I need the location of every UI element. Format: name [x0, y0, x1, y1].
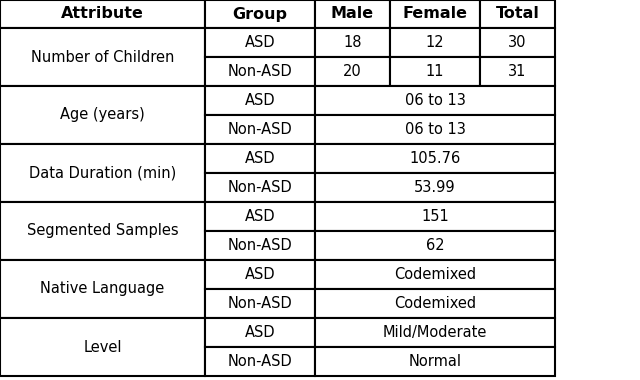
Bar — [205, 144, 315, 173]
Text: ASD: ASD — [244, 93, 275, 108]
Bar — [0, 318, 205, 376]
Text: Non-ASD: Non-ASD — [228, 296, 292, 311]
Text: Total: Total — [495, 6, 540, 22]
Bar — [205, 289, 315, 318]
Bar — [0, 202, 205, 260]
Bar — [205, 318, 315, 347]
Text: ASD: ASD — [244, 209, 275, 224]
Text: 18: 18 — [343, 35, 362, 50]
Text: 06 to 13: 06 to 13 — [404, 122, 465, 137]
Bar — [390, 57, 480, 86]
Bar — [205, 57, 315, 86]
Text: Level: Level — [83, 339, 122, 355]
Bar — [205, 347, 315, 376]
Text: Non-ASD: Non-ASD — [228, 238, 292, 253]
Bar — [205, 231, 315, 260]
Text: Native Language: Native Language — [40, 282, 164, 296]
Text: Non-ASD: Non-ASD — [228, 354, 292, 369]
Bar — [205, 86, 315, 115]
Text: Normal: Normal — [408, 354, 461, 369]
Bar — [205, 115, 315, 144]
Text: ASD: ASD — [244, 267, 275, 282]
Bar — [0, 260, 205, 318]
Text: Male: Male — [331, 6, 374, 22]
Bar — [205, 260, 315, 289]
Bar — [205, 28, 315, 57]
Text: Number of Children: Number of Children — [31, 49, 174, 65]
Text: Mild/Moderate: Mild/Moderate — [383, 325, 487, 340]
Text: Data Duration (min): Data Duration (min) — [29, 166, 176, 180]
Bar — [315, 0, 390, 28]
Bar — [315, 202, 555, 231]
Bar — [315, 260, 555, 289]
Text: 20: 20 — [343, 64, 362, 79]
Bar — [0, 28, 205, 86]
Text: 62: 62 — [426, 238, 444, 253]
Text: 53.99: 53.99 — [414, 180, 456, 195]
Text: Non-ASD: Non-ASD — [228, 180, 292, 195]
Text: Non-ASD: Non-ASD — [228, 122, 292, 137]
Text: Codemixed: Codemixed — [394, 267, 476, 282]
Text: ASD: ASD — [244, 35, 275, 50]
Bar — [205, 202, 315, 231]
Bar — [315, 57, 390, 86]
Text: 12: 12 — [426, 35, 444, 50]
Bar — [0, 0, 205, 28]
Bar — [205, 173, 315, 202]
Bar — [315, 173, 555, 202]
Text: Age (years): Age (years) — [60, 108, 145, 122]
Text: ASD: ASD — [244, 325, 275, 340]
Bar — [480, 0, 555, 28]
Text: Non-ASD: Non-ASD — [228, 64, 292, 79]
Text: Female: Female — [403, 6, 467, 22]
Bar — [315, 347, 555, 376]
Bar — [315, 86, 555, 115]
Bar — [315, 28, 390, 57]
Text: 11: 11 — [426, 64, 444, 79]
Bar — [480, 28, 555, 57]
Text: 105.76: 105.76 — [410, 151, 461, 166]
Bar — [205, 0, 315, 28]
Text: ASD: ASD — [244, 151, 275, 166]
Bar — [315, 144, 555, 173]
Text: 151: 151 — [421, 209, 449, 224]
Text: Segmented Samples: Segmented Samples — [27, 223, 179, 239]
Text: 30: 30 — [508, 35, 527, 50]
Text: 06 to 13: 06 to 13 — [404, 93, 465, 108]
Text: Group: Group — [232, 6, 287, 22]
Text: Attribute: Attribute — [61, 6, 144, 22]
Bar — [0, 86, 205, 144]
Bar — [315, 318, 555, 347]
Bar — [315, 115, 555, 144]
Bar — [390, 0, 480, 28]
Bar — [315, 231, 555, 260]
Bar — [0, 144, 205, 202]
Bar — [480, 57, 555, 86]
Text: 31: 31 — [508, 64, 527, 79]
Bar — [390, 28, 480, 57]
Bar — [315, 289, 555, 318]
Text: Codemixed: Codemixed — [394, 296, 476, 311]
